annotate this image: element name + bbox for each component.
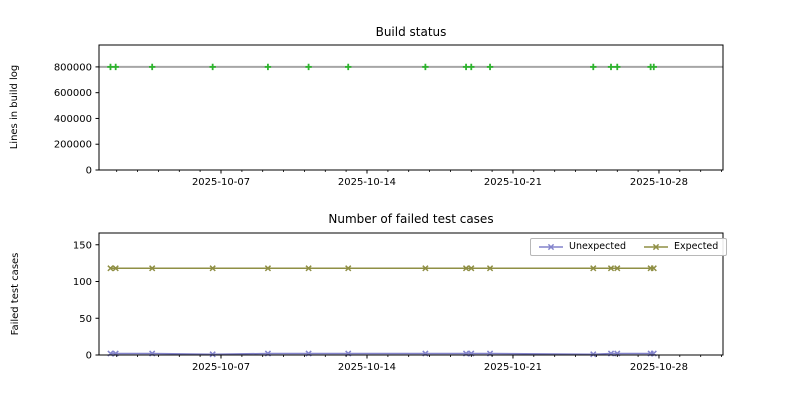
legend: Unexpected Expected: [530, 238, 728, 256]
unexpected-line: [110, 352, 654, 356]
x-minor-ticks: [116, 170, 722, 172]
unexpected-line-sample-icon: [539, 242, 563, 252]
chart-title-failed-test-cases: Number of failed test cases: [328, 212, 494, 226]
y-tick-label: 600000: [54, 88, 92, 99]
series-builds: [107, 63, 657, 71]
expected-markers: [107, 265, 657, 272]
x-tick-label: 2025-10-21: [484, 177, 542, 188]
axes-frame: [98, 44, 724, 171]
y-axis-label-lines-in-build-log: Lines in build log: [9, 64, 20, 150]
y-tick-label: 50: [79, 314, 92, 325]
x-tick-label: 2025-10-07: [192, 362, 250, 373]
y-tick-label: 0: [86, 351, 92, 362]
chart-build-status: 2025-10-07 2025-10-14 2025-10-21 2025-10-28…: [54, 44, 724, 188]
legend-label-expected: Expected: [673, 241, 719, 252]
x-minor-ticks: [116, 355, 722, 357]
legend-item-unexpected: Unexpected: [539, 242, 626, 252]
chart-title-build-status: Build status: [375, 25, 447, 39]
x-tick-label: 2025-10-28: [630, 177, 688, 188]
series-expected: [107, 265, 657, 272]
x-tick-label: 2025-10-28: [630, 362, 688, 373]
x-tick-label: 2025-10-14: [338, 177, 396, 188]
axes-frame: [98, 232, 724, 356]
series-unexpected: [107, 350, 657, 358]
chart-failed-test-cases: 2025-10-07 2025-10-14 2025-10-21 2025-10-28…: [73, 232, 724, 373]
y-tick-label: 100: [73, 277, 92, 288]
expected-line-sample-icon: [643, 242, 668, 252]
x-tick-label: 2025-10-14: [338, 362, 396, 373]
y-tick-label: 800000: [54, 62, 92, 73]
unexpected-sample-svg: [539, 243, 563, 251]
x-tick-label: 2025-10-07: [192, 177, 250, 188]
y-tick-label: 400000: [54, 114, 92, 125]
y-tick-label: 0: [86, 166, 92, 177]
legend-label-unexpected: Unexpected: [569, 241, 626, 252]
builds-markers: [107, 63, 657, 71]
y-axis-label-failed-test-cases: Failed test cases: [10, 252, 21, 336]
y-tick-label: 200000: [54, 140, 92, 151]
x-tick-label: 2025-10-21: [484, 362, 542, 373]
y-tick-label: 150: [73, 240, 92, 251]
unexpected-markers: [107, 350, 657, 358]
expected-sample-svg: [643, 243, 668, 251]
legend-item-expected: Expected: [643, 241, 719, 252]
